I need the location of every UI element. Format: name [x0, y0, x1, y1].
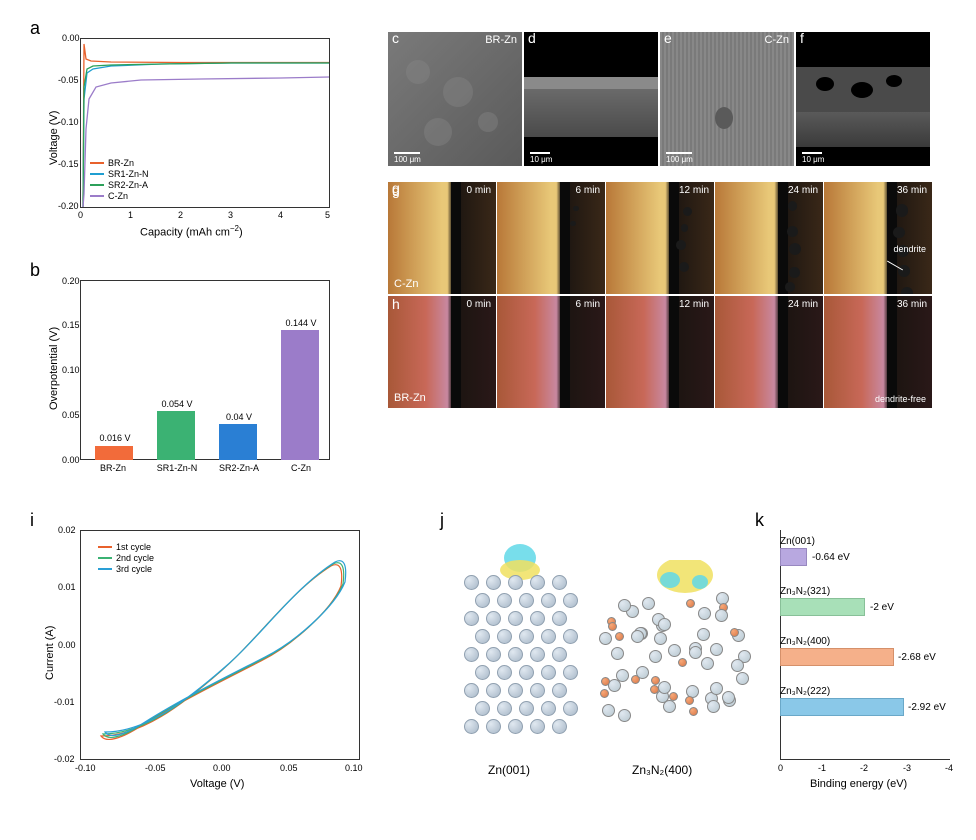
optical-frame: 36 mindendrite-free: [824, 296, 932, 408]
bar-label-3: 0.144 V: [276, 318, 326, 328]
j-left-label: Zn(001): [488, 763, 530, 777]
t-k-3: -3: [903, 763, 911, 773]
bar-1: [157, 411, 195, 460]
hbar-3: [780, 698, 904, 716]
hval-2: -2.68 eV: [898, 652, 936, 663]
optical-frame: 24 min: [715, 296, 823, 408]
time-label: 6 min: [576, 299, 600, 310]
time-label: 36 min: [897, 185, 927, 196]
t-i-x3: 0.05: [280, 763, 298, 773]
hbar-0: [780, 548, 807, 566]
cat-2: SR2-Zn-A: [209, 463, 269, 473]
chart-b-ylabel: Overpotential (V): [48, 327, 60, 410]
t-k-1: -1: [818, 763, 826, 773]
optical-frame: 24 min: [715, 182, 823, 294]
time-label: 0 min: [467, 185, 491, 196]
tick-a-x0: 0: [78, 210, 83, 220]
t-k-0: 0: [778, 763, 783, 773]
time-label: 24 min: [788, 299, 818, 310]
t-i-y2: 0.00: [58, 640, 76, 650]
t-i-x0: -0.10: [75, 763, 96, 773]
time-label: 12 min: [679, 299, 709, 310]
optical-frame: 6 min: [497, 296, 605, 408]
t-i-x1: -0.05: [145, 763, 166, 773]
tick-a-x3: 3: [228, 210, 233, 220]
j-right-label: Zn₃N₂(400): [632, 763, 692, 777]
panel-label-j: j: [440, 510, 444, 531]
tick-b-y3: 0.15: [62, 320, 80, 330]
optical-h-frames: 0 minhBR-Zn 6 min 12 min 24 min 36 mindendri…: [388, 296, 932, 408]
chart-a-xlabel: Capacity (mAh cm−2): [140, 224, 243, 239]
hval-3: -2.92 eV: [908, 702, 946, 713]
chart-i-legend: 1st cycle 2nd cycle 3rd cycle: [98, 542, 154, 575]
bar-0: [95, 446, 133, 460]
bar-3: [281, 330, 319, 460]
cat-3: C-Zn: [276, 463, 326, 473]
hcat-0: Zn(001): [780, 536, 840, 547]
sem-e: e C-Zn 100 μm: [660, 32, 794, 166]
t-i-y1: 0.01: [58, 582, 76, 592]
sem-f: f 10 μm: [796, 32, 930, 166]
optical-g-frames: 0 mingC-Zn 6 min 12 min 24 min 36 mindendrit…: [388, 182, 932, 294]
t-k-2: -2: [860, 763, 868, 773]
chart-i-ylabel: Current (A): [44, 626, 56, 680]
zn001-lattice: [460, 575, 580, 745]
optical-frame: 6 min: [497, 182, 605, 294]
bar-label-1: 0.054 V: [152, 399, 202, 409]
bar-label-0: 0.016 V: [90, 433, 140, 443]
t-i-y0: 0.02: [58, 525, 76, 535]
tick-b-y1: 0.05: [62, 410, 80, 420]
tick-a-x5: 5: [325, 210, 330, 220]
panel-label-k: k: [755, 510, 764, 531]
tick-a-y1: -0.05: [58, 75, 79, 85]
time-label: 6 min: [576, 185, 600, 196]
hval-1: -2 eV: [870, 602, 894, 613]
time-label: 24 min: [788, 185, 818, 196]
chart-i-xlabel: Voltage (V): [190, 778, 244, 790]
optical-frame: 0 minhBR-Zn: [388, 296, 496, 408]
tick-b-y2: 0.10: [62, 365, 80, 375]
optical-frame: 12 min: [606, 182, 714, 294]
time-label: 36 min: [897, 299, 927, 310]
bar-2: [219, 424, 257, 460]
hbar-2: [780, 648, 894, 666]
hval-0: -0.64 eV: [812, 552, 850, 563]
zn3n2-lattice: [598, 590, 753, 730]
panel-label-i: i: [30, 510, 34, 531]
cat-1: SR1-Zn-N: [147, 463, 207, 473]
hcat-2: Zn₃N₂(400): [780, 636, 850, 647]
hcat-1: Zn₃N₂(321): [780, 586, 850, 597]
tick-a-y3: -0.15: [58, 159, 79, 169]
tick-a-y2: -0.10: [58, 117, 79, 127]
chart-a-legend: BR-Zn SR1-Zn-N SR2-Zn-A C-Zn: [90, 158, 149, 202]
tick-a-y0: 0.00: [62, 33, 80, 43]
optical-frame: 0 mingC-Zn: [388, 182, 496, 294]
tick-b-y0: 0.00: [62, 455, 80, 465]
sem-c: c BR-Zn 100 μm: [388, 32, 522, 166]
chart-k-xlabel: Binding energy (eV): [810, 778, 907, 790]
optical-frame: 12 min: [606, 296, 714, 408]
panel-label-a: a: [30, 18, 40, 39]
tick-a-x1: 1: [128, 210, 133, 220]
time-label: 12 min: [679, 185, 709, 196]
t-i-x4: 0.10: [345, 763, 363, 773]
tick-a-x4: 4: [278, 210, 283, 220]
tick-b-y4: 0.20: [62, 276, 80, 286]
cat-0: BR-Zn: [88, 463, 138, 473]
time-label: 0 min: [467, 299, 491, 310]
tick-a-x2: 2: [178, 210, 183, 220]
tick-a-y4: -0.20: [58, 201, 79, 211]
t-i-y3: -0.01: [54, 697, 75, 707]
bar-label-2: 0.04 V: [214, 412, 264, 422]
t-i-y4: -0.02: [54, 754, 75, 764]
t-i-x2: 0.00: [213, 763, 231, 773]
optical-frame: 36 mindendrite: [824, 182, 932, 294]
t-k-4: -4: [945, 763, 953, 773]
sem-d: d 10 μm: [524, 32, 658, 166]
hbar-1: [780, 598, 865, 616]
panel-label-b: b: [30, 260, 40, 281]
hcat-3: Zn₃N₂(222): [780, 686, 850, 697]
